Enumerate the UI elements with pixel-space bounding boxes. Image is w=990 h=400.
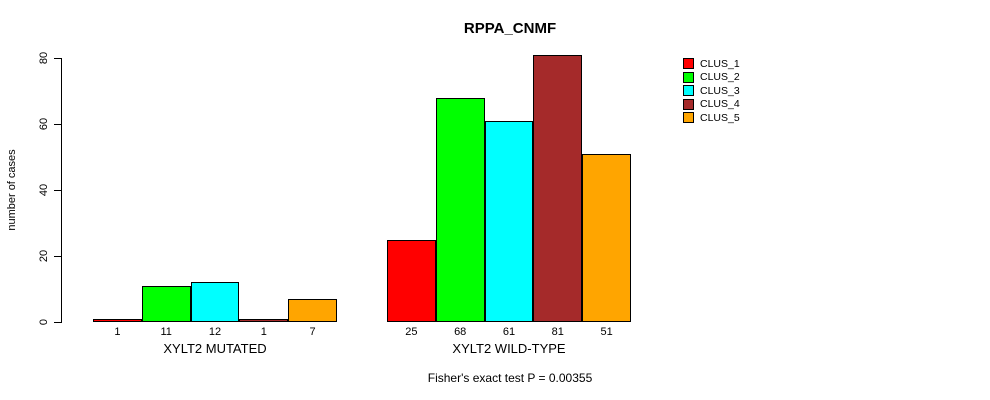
bar-CLUS_5 (288, 298, 337, 322)
y-tick (54, 189, 61, 191)
y-axis-title: number of cases (6, 149, 18, 231)
bar-value-label: 12 (208, 326, 222, 338)
bar-value-label: 1 (260, 326, 267, 338)
bar-CLUS_2 (435, 97, 485, 322)
legend-swatch-icon (683, 71, 694, 83)
y-axis-line (61, 58, 62, 323)
bar-value-label: 25 (405, 326, 418, 338)
legend-label: CLUS_5 (700, 111, 740, 124)
y-tick-label: 60 (38, 117, 50, 131)
bar-value-label: 1 (114, 326, 121, 338)
legend-label: CLUS_2 (700, 71, 740, 84)
legend-swatch-icon (683, 58, 694, 70)
bar-CLUS_1 (387, 239, 436, 322)
group-label: XYLT2 WILD-TYPE (452, 341, 566, 356)
bar-value-label: 7 (309, 326, 316, 338)
legend-item-CLUS_1: CLUS_1 (683, 57, 740, 71)
legend-item-CLUS_3: CLUS_3 (683, 84, 740, 98)
bar-CLUS_2 (141, 285, 191, 322)
bar-CLUS_4 (239, 318, 289, 322)
bar-CLUS_4 (533, 54, 583, 322)
bar-CLUS_3 (484, 120, 534, 322)
legend-item-CLUS_5: CLUS_5 (683, 111, 740, 125)
chart-title: RPPA_CNMF (463, 20, 557, 37)
legend-swatch-icon (683, 98, 694, 110)
y-tick (54, 57, 61, 59)
legend-swatch-icon (683, 85, 694, 97)
y-tick-label: 20 (38, 249, 50, 263)
y-tick (54, 255, 61, 257)
group-label: XYLT2 MUTATED (163, 341, 267, 356)
bar-CLUS_5 (582, 153, 631, 322)
legend-label: CLUS_1 (700, 57, 740, 70)
bar-value-label: 51 (600, 326, 613, 338)
legend-item-CLUS_2: CLUS_2 (683, 71, 740, 85)
y-tick-label: 40 (38, 183, 50, 197)
y-tick-label: 0 (38, 318, 50, 326)
legend-label: CLUS_4 (700, 98, 740, 111)
legend-swatch-icon (683, 112, 694, 124)
y-tick (54, 123, 61, 125)
bar-value-label: 81 (551, 326, 564, 338)
y-tick-label: 80 (38, 51, 50, 65)
bar-CLUS_3 (190, 282, 240, 322)
bar-value-label: 11 (160, 326, 172, 338)
legend-item-CLUS_4: CLUS_4 (683, 98, 740, 112)
bar-CLUS_1 (93, 318, 142, 322)
y-tick (54, 321, 61, 323)
bar-value-label: 61 (502, 326, 516, 338)
legend: CLUS_1 CLUS_2 CLUS_3 CLUS_4 CLUS_5 (683, 57, 740, 125)
fisher-test-annotation: Fisher's exact test P = 0.00355 (427, 371, 593, 385)
legend-label: CLUS_3 (700, 84, 740, 97)
bar-value-label: 68 (454, 326, 467, 338)
